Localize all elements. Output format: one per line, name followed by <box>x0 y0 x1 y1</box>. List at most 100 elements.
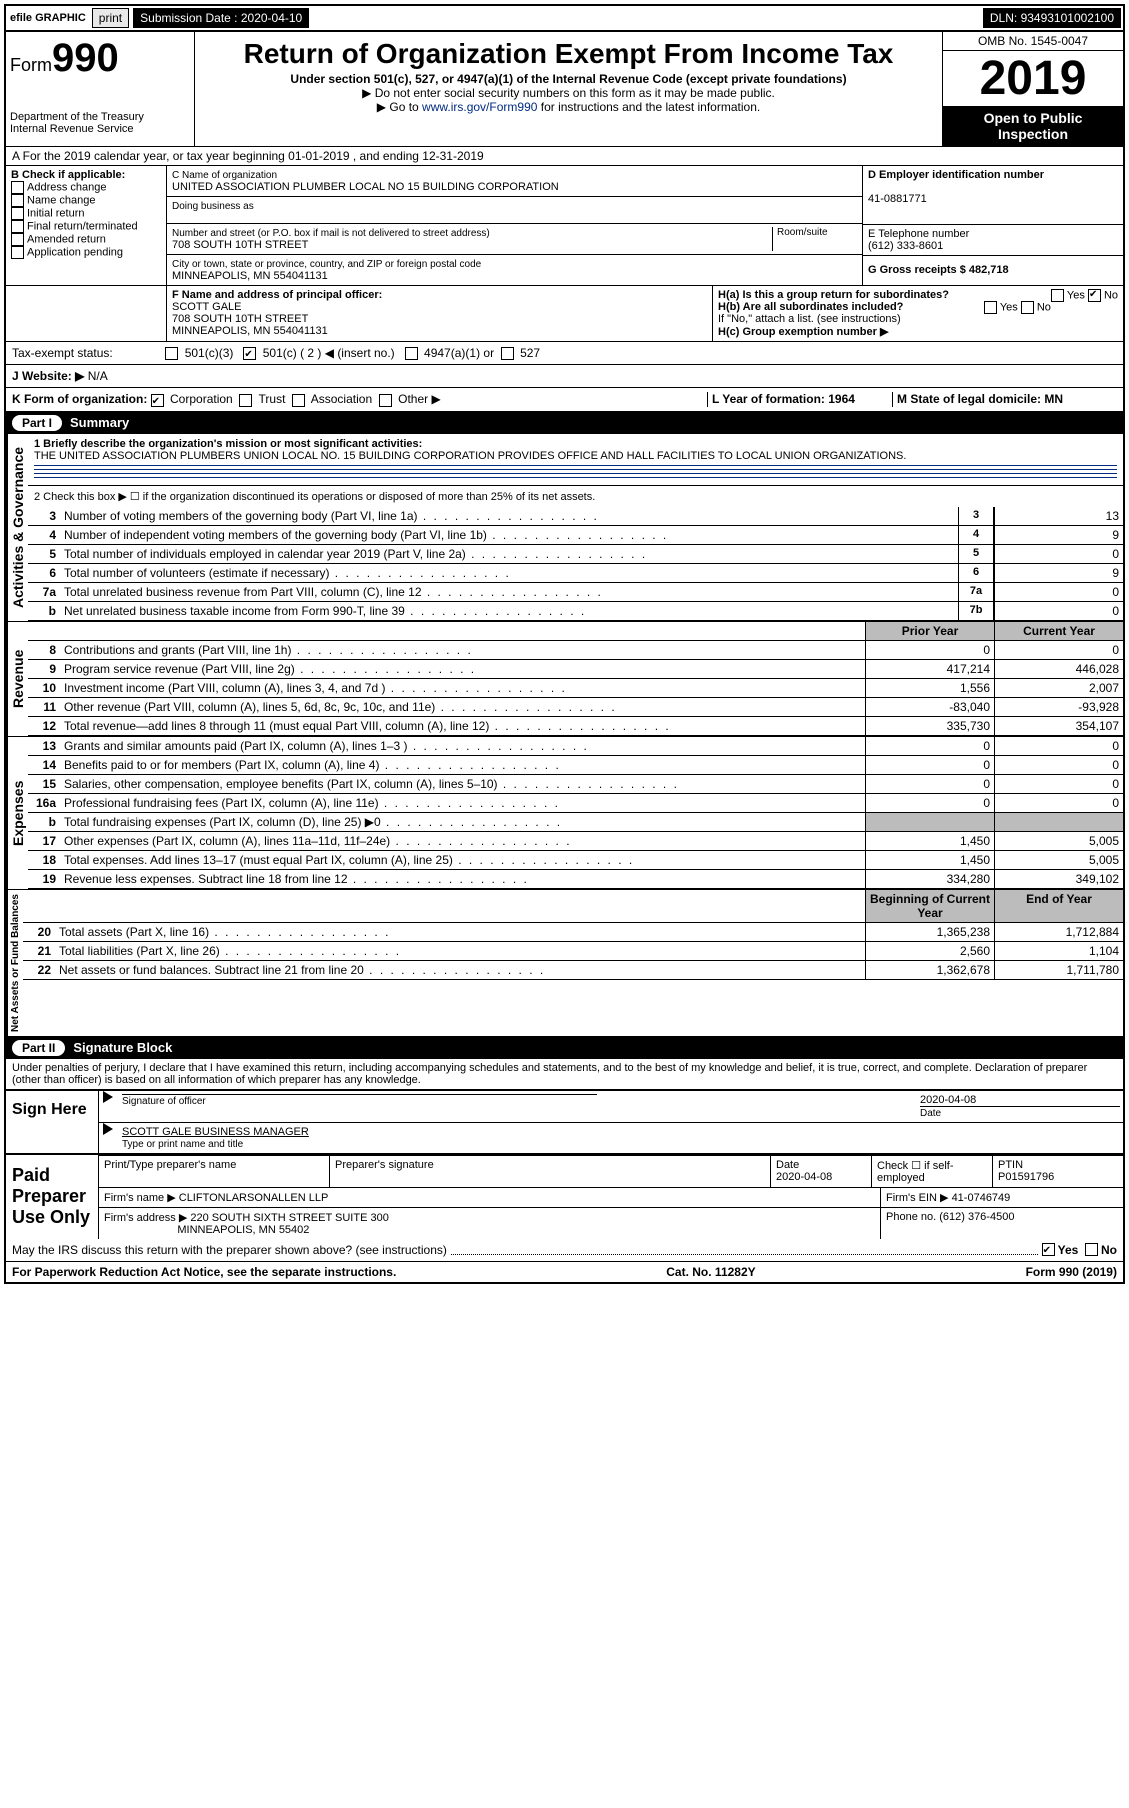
declaration: Under penalties of perjury, I declare th… <box>6 1059 1123 1089</box>
chk-trust[interactable] <box>239 394 252 407</box>
page-footer: For Paperwork Reduction Act Notice, see … <box>6 1262 1123 1282</box>
summary-row: 15Salaries, other compensation, employee… <box>28 775 1123 794</box>
line1: 1 Briefly describe the organization's mi… <box>28 434 1123 485</box>
officer-name: SCOTT GALE <box>172 301 241 313</box>
hb-lbl: H(b) Are all subordinates included? <box>718 301 903 313</box>
ha-no[interactable] <box>1088 289 1101 302</box>
summary-row: 8Contributions and grants (Part VIII, li… <box>28 641 1123 660</box>
irs-label: Internal Revenue Service <box>10 123 190 135</box>
city-lbl: City or town, state or province, country… <box>172 259 481 270</box>
paid-label: Paid Preparer Use Only <box>6 1155 99 1239</box>
section-fh: F Name and address of principal officer:… <box>6 286 1123 342</box>
firm-phone: Phone no. (612) 376-4500 <box>881 1208 1123 1239</box>
org-city: MINNEAPOLIS, MN 554041131 <box>172 270 328 282</box>
summary-row: 3Number of voting members of the governi… <box>28 507 1123 526</box>
line-a: A For the 2019 calendar year, or tax yea… <box>6 147 1123 166</box>
self-emp: Check ☐ if self-employed <box>872 1156 993 1187</box>
summary-row: bTotal fundraising expenses (Part IX, co… <box>28 813 1123 832</box>
sign-here-label: Sign Here <box>6 1091 99 1153</box>
form-subtitle: Under section 501(c), 527, or 4947(a)(1)… <box>199 72 938 86</box>
officer-addr: 708 SOUTH 10TH STREET <box>172 313 308 325</box>
tax-status-row: Tax-exempt status: 501(c)(3) 501(c) ( 2 … <box>6 342 1123 365</box>
prep-sig-lbl: Preparer's signature <box>330 1156 771 1187</box>
summary-row: 5Total number of individuals employed in… <box>28 545 1123 564</box>
mission-text: THE UNITED ASSOCIATION PLUMBERS UNION LO… <box>34 450 906 462</box>
box-e-lbl: E Telephone number <box>868 228 969 240</box>
phone: (612) 333-8601 <box>868 240 943 252</box>
top-bar: efile GRAPHIC print Submission Date : 20… <box>6 6 1123 32</box>
line2: 2 Check this box ▶ ☐ if the organization… <box>28 485 1123 507</box>
hb-note: If "No," attach a list. (see instruction… <box>718 313 1118 325</box>
form-number: Form990 <box>10 36 190 81</box>
discuss-row: May the IRS discuss this return with the… <box>6 1239 1123 1262</box>
chk-501c[interactable] <box>243 347 256 360</box>
ein: 41-0881771 <box>868 193 927 205</box>
prep-name-lbl: Print/Type preparer's name <box>99 1156 330 1187</box>
sig-date: 2020-04-08 <box>920 1094 976 1106</box>
chk-corp[interactable] <box>151 394 164 407</box>
sign-here-block: Sign Here Signature of officer 2020-04-0… <box>6 1089 1123 1153</box>
vlabel-exp: Expenses <box>6 737 28 889</box>
hb-no[interactable] <box>1021 301 1034 314</box>
chk-501c3[interactable] <box>165 347 178 360</box>
paid-preparer-block: Paid Preparer Use Only Print/Type prepar… <box>6 1153 1123 1239</box>
summary-row: 4Number of independent voting members of… <box>28 526 1123 545</box>
line-j: J Website: ▶ N/A <box>6 365 1123 388</box>
summary-row: 9Program service revenue (Part VIII, lin… <box>28 660 1123 679</box>
summary-row: 18Total expenses. Add lines 13–17 (must … <box>28 851 1123 870</box>
line-l: L Year of formation: 1964 <box>712 392 855 406</box>
box-g: G Gross receipts $ 482,718 <box>868 264 1009 276</box>
vlabel-net: Net Assets or Fund Balances <box>6 890 23 1036</box>
part2-header: Part IISignature Block <box>6 1037 1123 1059</box>
summary-row: 11Other revenue (Part VIII, column (A), … <box>28 698 1123 717</box>
irs-link[interactable]: www.irs.gov/Form990 <box>422 100 537 114</box>
form-header: Form990 Department of the Treasury Inter… <box>6 32 1123 147</box>
chk-final[interactable] <box>11 220 24 233</box>
sig-lbl: Signature of officer <box>122 1096 206 1107</box>
submission-date: Submission Date : 2020-04-10 <box>133 8 309 28</box>
firm-addr: 220 SOUTH SIXTH STREET SUITE 300 <box>190 1212 388 1224</box>
print-button[interactable]: print <box>92 8 129 28</box>
ha-lbl: H(a) Is this a group return for subordin… <box>718 289 949 301</box>
firm-name: CLIFTONLARSONALLEN LLP <box>179 1192 329 1204</box>
chk-assoc[interactable] <box>292 394 305 407</box>
box-d-lbl: D Employer identification number <box>868 169 1044 181</box>
chk-527[interactable] <box>501 347 514 360</box>
chk-amended[interactable] <box>11 233 24 246</box>
part1-header: Part ISummary <box>6 412 1123 434</box>
discuss-no[interactable] <box>1085 1243 1098 1256</box>
ptin: P01591796 <box>998 1171 1054 1183</box>
hb-yes[interactable] <box>984 301 997 314</box>
summary-row: bNet unrelated business taxable income f… <box>28 602 1123 621</box>
form-title: Return of Organization Exempt From Incom… <box>199 38 938 70</box>
summary-row: 14Benefits paid to or for members (Part … <box>28 756 1123 775</box>
vlabel-ag: Activities & Governance <box>6 434 28 621</box>
chk-address[interactable] <box>11 181 24 194</box>
discuss-yes[interactable] <box>1042 1243 1055 1256</box>
firm-ein: 41-0746749 <box>952 1192 1011 1204</box>
rev-header: Prior YearCurrent Year <box>28 622 1123 641</box>
summary-row: 7aTotal unrelated business revenue from … <box>28 583 1123 602</box>
box-c-name-lbl: C Name of organization <box>172 170 277 181</box>
efile-label: efile GRAPHIC <box>6 12 90 24</box>
section-bcd: B Check if applicable: Address change Na… <box>6 166 1123 286</box>
summary-row: 13Grants and similar amounts paid (Part … <box>28 737 1123 756</box>
officer-city: MINNEAPOLIS, MN 554041131 <box>172 325 328 337</box>
hc-lbl: H(c) Group exemption number ▶ <box>718 326 888 338</box>
chk-other[interactable] <box>379 394 392 407</box>
dept-label: Department of the Treasury <box>10 111 190 123</box>
chk-name[interactable] <box>11 194 24 207</box>
ha-yes[interactable] <box>1051 289 1064 302</box>
chk-4947[interactable] <box>405 347 418 360</box>
open-to-public: Open to PublicInspection <box>943 106 1123 146</box>
arrow-icon <box>103 1123 113 1135</box>
vlabel-rev: Revenue <box>6 622 28 736</box>
line-klm: K Form of organization: Corporation Trus… <box>6 388 1123 411</box>
chk-pending[interactable] <box>11 246 24 259</box>
box-f-lbl: F Name and address of principal officer: <box>172 289 382 301</box>
summary-row: 16aProfessional fundraising fees (Part I… <box>28 794 1123 813</box>
chk-initial[interactable] <box>11 207 24 220</box>
summary-row: 20Total assets (Part X, line 16)1,365,23… <box>23 923 1123 942</box>
summary-row: 19Revenue less expenses. Subtract line 1… <box>28 870 1123 889</box>
org-name: UNITED ASSOCIATION PLUMBER LOCAL NO 15 B… <box>172 181 559 193</box>
